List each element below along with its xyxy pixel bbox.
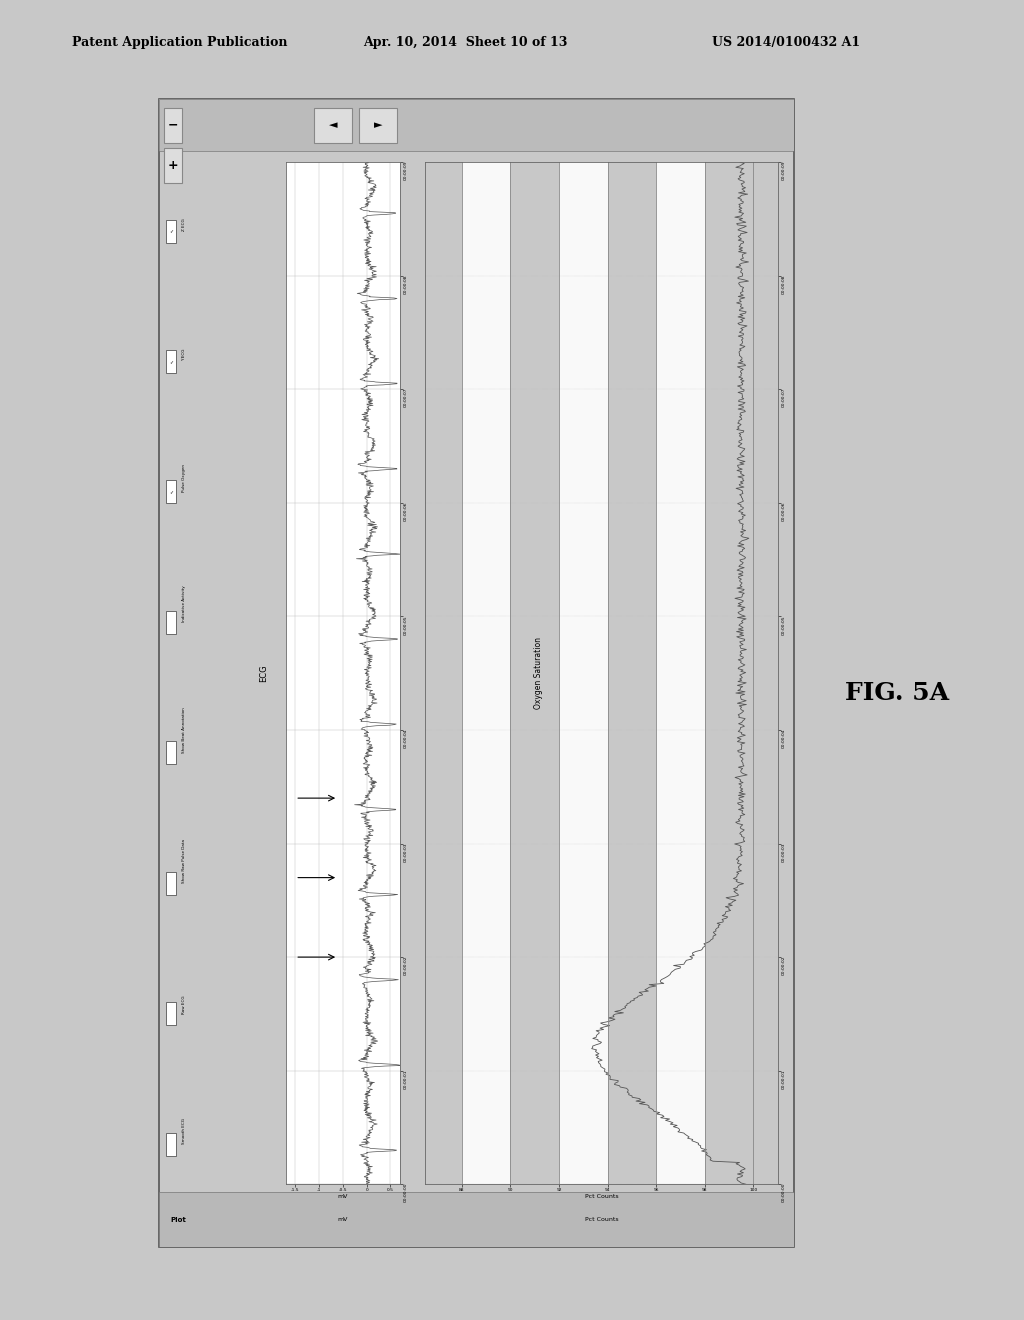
Text: Plot: Plot (170, 1217, 186, 1222)
Text: Apr. 10, 2014  Sheet 10 of 13: Apr. 10, 2014 Sheet 10 of 13 (364, 36, 568, 49)
Text: mV: mV (338, 1217, 348, 1222)
Bar (166, 742, 176, 764)
Text: US 2014/0100432 A1: US 2014/0100432 A1 (712, 36, 860, 49)
Text: +: + (167, 160, 178, 172)
Text: Patent Application Publication: Patent Application Publication (72, 36, 287, 49)
Text: Indicative Activity: Indicative Activity (182, 586, 186, 622)
Text: Show Raw Pulse Data: Show Raw Pulse Data (182, 840, 186, 883)
Bar (656, 162, 705, 1184)
Bar (462, 162, 510, 1184)
Bar (159, 1192, 794, 1247)
Text: Smooth ECG: Smooth ECG (182, 1118, 186, 1144)
Text: ✓: ✓ (169, 490, 173, 495)
Bar (166, 1002, 176, 1026)
Bar (166, 871, 176, 895)
Text: Pulse Oxygen: Pulse Oxygen (182, 463, 186, 492)
Text: Raw ECG: Raw ECG (182, 995, 186, 1014)
Text: Oxygen Saturation: Oxygen Saturation (534, 638, 543, 709)
Text: ✓: ✓ (169, 228, 173, 234)
Bar (164, 108, 181, 143)
Text: ✓: ✓ (169, 359, 173, 364)
Bar (166, 219, 176, 243)
Text: −: − (168, 119, 178, 132)
Text: Pct Counts: Pct Counts (585, 1217, 618, 1222)
Text: FIG. 5A: FIG. 5A (845, 681, 949, 705)
Text: ECG: ECG (259, 664, 268, 682)
Bar (314, 108, 352, 143)
Bar (166, 1133, 176, 1155)
X-axis label: Pct Counts: Pct Counts (585, 1193, 618, 1199)
Bar (159, 99, 794, 150)
Bar (559, 162, 607, 1184)
Text: Show Beat Annotation: Show Beat Annotation (182, 708, 186, 752)
Bar (166, 480, 176, 503)
Bar (166, 611, 176, 634)
Text: Y ECG: Y ECG (182, 348, 186, 362)
X-axis label: mV: mV (338, 1193, 348, 1199)
Bar (358, 108, 397, 143)
Bar (166, 350, 176, 374)
Text: Z ECG: Z ECG (182, 218, 186, 231)
Bar (159, 99, 794, 150)
Text: ►: ► (374, 120, 382, 131)
Text: ◄: ◄ (329, 120, 338, 131)
Bar (164, 148, 181, 183)
